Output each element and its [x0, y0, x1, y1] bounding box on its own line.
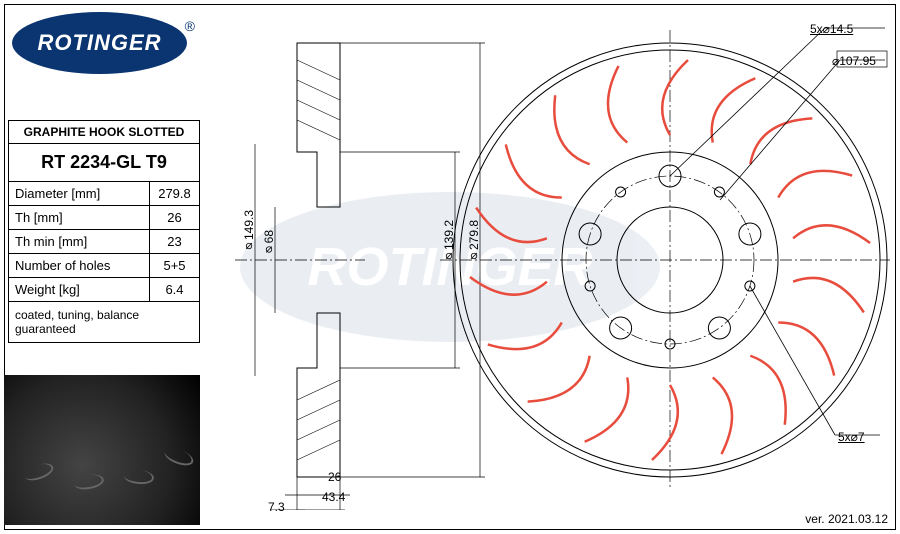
dim-d2: ⌀68 — [262, 230, 276, 257]
note: coated, tuning, balance guaranteed — [9, 302, 200, 343]
brand-name: ROTINGER — [37, 30, 161, 56]
front-view — [440, 28, 890, 490]
brand-logo: ROTINGER ® — [12, 12, 192, 102]
part-number: RT 2234-GL T9 — [9, 144, 200, 182]
callout-pcd: ⌀107.95 — [832, 54, 876, 68]
product-type: GRAPHITE HOOK SLOTTED — [9, 121, 200, 144]
callout-small: 5x⌀7 — [838, 430, 865, 444]
dim-th: 26 — [328, 470, 341, 484]
table-row: Weight [kg]6.4 — [9, 278, 200, 302]
dim-d3: ⌀139.2 — [442, 220, 456, 264]
technical-drawing — [210, 10, 890, 510]
version-label: ver. 2021.03.12 — [805, 512, 888, 526]
table-row: Th min [mm]23 — [9, 230, 200, 254]
product-thumbnail — [4, 375, 200, 525]
dim-d1: ⌀149.3 — [242, 210, 256, 254]
table-row: Diameter [mm]279.8 — [9, 182, 200, 206]
spec-table: GRAPHITE HOOK SLOTTED RT 2234-GL T9 Diam… — [8, 120, 200, 343]
callout-bolt: 5x⌀14.5 — [810, 22, 853, 36]
registered-mark: ® — [185, 18, 195, 34]
dim-offset: 7.3 — [268, 500, 285, 514]
table-row: Th [mm]26 — [9, 206, 200, 230]
dim-hat: 43.4 — [322, 490, 345, 504]
dim-d4: ⌀279.8 — [467, 220, 481, 264]
side-view — [235, 43, 485, 510]
table-row: Number of holes5+5 — [9, 254, 200, 278]
